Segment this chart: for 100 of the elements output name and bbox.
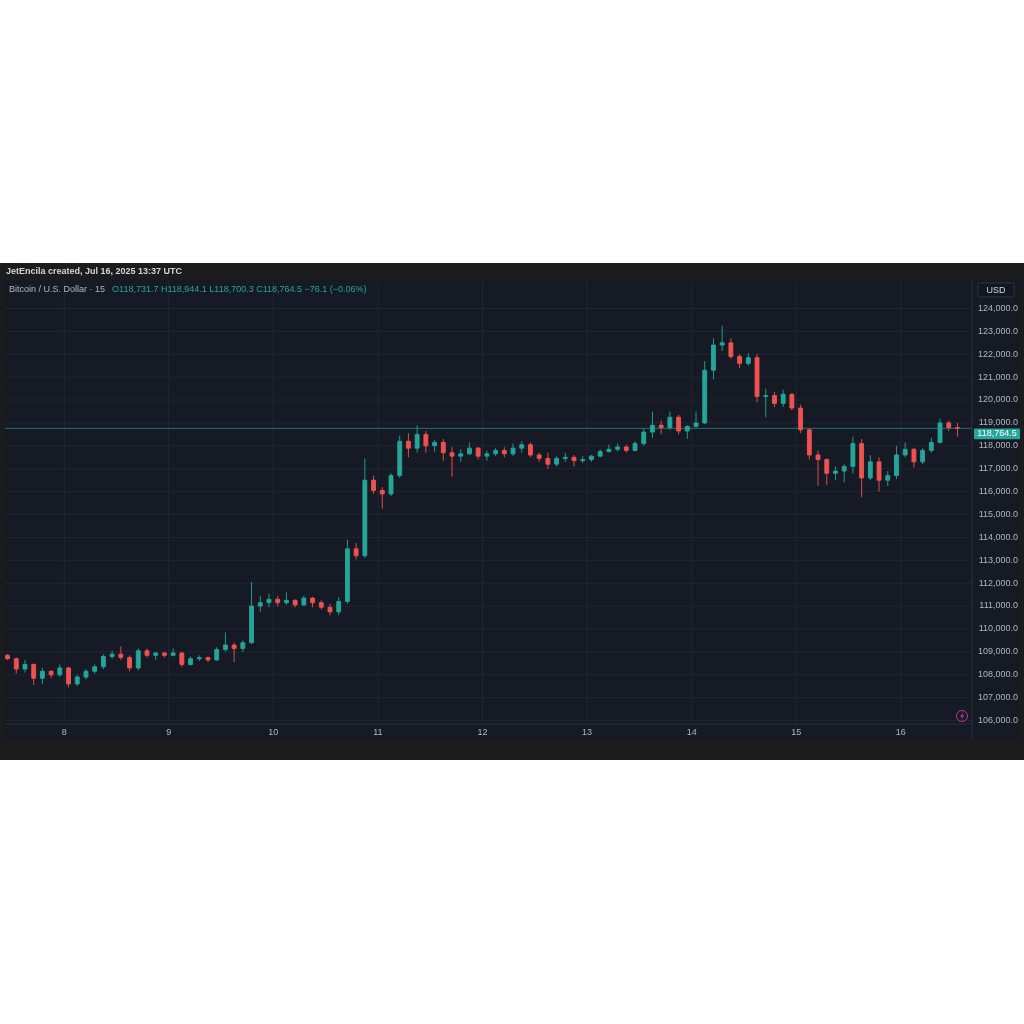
text: JetEncila created, Jul 16, 2025 13:37 UTC — [6, 266, 183, 277]
y-tick-label: 106,000.0 — [977, 714, 1018, 725]
x-tick-label: 10 — [268, 726, 279, 737]
candlestick — [911, 447, 917, 469]
candlestick — [231, 642, 237, 663]
candlestick — [257, 595, 263, 613]
candlestick — [92, 664, 98, 675]
candlestick — [135, 648, 141, 671]
candlestick — [528, 441, 533, 458]
candlestick — [83, 668, 89, 680]
candlestick — [519, 440, 525, 454]
candlestick — [885, 470, 891, 487]
candlestick — [928, 437, 934, 454]
x-tick-label: 12 — [477, 726, 488, 737]
candlestick — [458, 448, 464, 463]
candlestick — [39, 667, 45, 685]
candlestick — [702, 360, 708, 425]
candlestick — [902, 441, 908, 458]
candlestick — [850, 436, 856, 474]
candlestick — [362, 457, 368, 559]
candlestick — [223, 631, 228, 653]
candlestick — [606, 444, 612, 454]
candlestick — [833, 465, 838, 481]
candlestick — [109, 650, 115, 660]
candlestick — [623, 444, 629, 454]
candlestick — [101, 653, 106, 670]
y-tick-label: 119,000.0 — [978, 417, 1018, 428]
candlestick — [754, 353, 760, 403]
candlestick — [397, 435, 403, 479]
candlestick — [449, 446, 455, 478]
y-tick-label: 110,000.0 — [978, 623, 1018, 634]
x-tick-label: 15 — [791, 726, 802, 737]
candlestick — [301, 595, 307, 607]
candlestick — [188, 656, 193, 667]
candlestick — [946, 420, 952, 432]
candlestick — [711, 337, 716, 380]
candlestick — [658, 420, 664, 435]
x-tick-label: 16 — [895, 726, 906, 737]
candlestick — [475, 446, 481, 461]
y-tick-label: 124,000.0 — [977, 302, 1018, 313]
candlestick — [214, 646, 220, 662]
candlestick — [179, 651, 185, 668]
candlestick — [859, 438, 865, 498]
chart-subtitle: O118,731.7 H118,944.1 L118,700.3 C118,764.5 −76.1 (−0.06%) — [112, 284, 367, 295]
candlestick — [580, 455, 586, 464]
ref-line-label: 118,764.5 — [977, 428, 1017, 439]
candlestick — [170, 648, 176, 657]
candlestick — [327, 603, 333, 616]
candlestick — [676, 414, 682, 435]
candlestick — [955, 422, 960, 438]
candlestick — [310, 596, 315, 608]
x-tick-label: 14 — [686, 726, 697, 737]
candlestick — [249, 581, 254, 645]
candlestick — [597, 448, 603, 458]
y-tick-label: 108,000.0 — [977, 669, 1018, 680]
candlestick — [545, 452, 551, 470]
y-axis-title: USD — [986, 284, 1006, 295]
y-tick-label: 114,000.0 — [978, 531, 1018, 542]
candlestick — [336, 596, 342, 616]
y-tick-label: 109,000.0 — [977, 646, 1018, 657]
candlestick — [57, 664, 63, 678]
candlestick — [379, 486, 385, 510]
candlestick — [772, 391, 777, 408]
candlestick — [240, 639, 246, 653]
candlestick — [127, 654, 132, 672]
candlestick — [440, 438, 446, 462]
candlestick — [423, 430, 429, 454]
x-tick-label: 13 — [582, 726, 593, 737]
candlestick — [493, 447, 498, 457]
y-tick-label: 122,000.0 — [977, 348, 1018, 359]
x-tick-label: 11 — [373, 726, 383, 737]
candlestick — [388, 472, 394, 497]
candlestick — [806, 428, 812, 461]
y-tick-label: 118,000.0 — [978, 440, 1018, 451]
candlestick — [467, 441, 472, 456]
candlestick — [13, 657, 19, 675]
y-tick-label: 115,000.0 — [978, 508, 1018, 519]
candlestick — [318, 599, 324, 610]
candlestick — [31, 662, 37, 686]
candlestick — [763, 388, 769, 418]
candlestick — [841, 463, 847, 483]
candlestick — [292, 598, 298, 608]
candlestick — [780, 389, 786, 408]
candlestick — [510, 443, 516, 457]
candlestick — [554, 455, 559, 467]
y-tick-label: 112,000.0 — [978, 577, 1018, 588]
candlestick — [920, 447, 926, 465]
y-tick-label: 107,000.0 — [977, 692, 1018, 703]
candlestick — [432, 439, 437, 453]
candlestick — [501, 446, 507, 458]
y-tick-label: 123,000.0 — [977, 325, 1018, 336]
candlestick — [867, 454, 873, 481]
candlestick — [205, 656, 211, 663]
y-tick-label: 120,000.0 — [977, 394, 1018, 405]
candlestick — [74, 674, 80, 687]
candlestick — [406, 432, 411, 458]
candlestick — [48, 669, 54, 679]
candlestick — [737, 353, 743, 369]
candlestick — [789, 392, 795, 411]
candlestick — [353, 542, 359, 560]
